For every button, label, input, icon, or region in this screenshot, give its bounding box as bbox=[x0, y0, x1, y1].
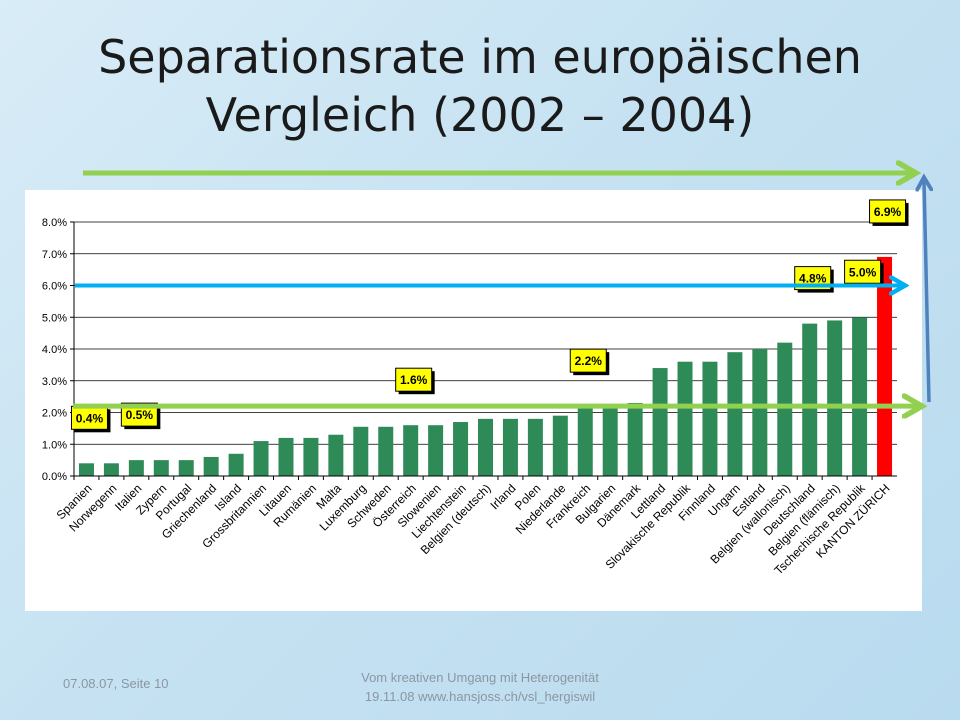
callout-label: 6.9% bbox=[874, 205, 902, 219]
bar-23 bbox=[652, 368, 668, 476]
bar-8 bbox=[278, 437, 294, 476]
footer-event: Vom kreativen Umgang mit Heterogenität 1… bbox=[330, 668, 630, 706]
bar-24 bbox=[677, 361, 693, 476]
bar-2 bbox=[128, 460, 144, 476]
footer-date-page: 07.08.07, Seite 10 bbox=[63, 676, 169, 691]
bar-17 bbox=[502, 418, 518, 476]
bar-18 bbox=[527, 418, 543, 476]
bar-5 bbox=[203, 456, 219, 476]
bar-0 bbox=[78, 463, 94, 476]
bar-9 bbox=[303, 437, 319, 476]
bar-25 bbox=[702, 361, 718, 476]
bar-29 bbox=[802, 323, 818, 476]
y-tick-label: 3.0% bbox=[42, 376, 67, 388]
value-callout bbox=[844, 259, 882, 284]
vertical-range-arrow bbox=[924, 180, 929, 403]
y-tick-label: 7.0% bbox=[42, 249, 67, 261]
bar-21 bbox=[602, 406, 618, 476]
footer-event-line2: 19.11.08 www.hansjoss.ch/vsl_hergiswil bbox=[364, 689, 596, 704]
bar-7 bbox=[253, 441, 269, 476]
y-tick-label: 4.0% bbox=[42, 344, 67, 356]
value-callout bbox=[869, 199, 907, 224]
bar-26 bbox=[727, 352, 743, 476]
bar-6 bbox=[228, 453, 244, 476]
bar-30 bbox=[827, 320, 843, 476]
callout-label: 1.6% bbox=[400, 373, 428, 387]
bar-31 bbox=[852, 317, 868, 476]
value-callout bbox=[120, 402, 158, 427]
bar-13 bbox=[403, 425, 419, 476]
slide-title: Separationsrate im europäischen Vergleic… bbox=[0, 28, 960, 144]
bar-27 bbox=[752, 349, 768, 476]
footer-event-line1: Vom kreativen Umgang mit Heterogenität bbox=[361, 670, 599, 685]
bar-19 bbox=[552, 415, 568, 476]
y-tick-label: 1.0% bbox=[42, 439, 67, 451]
callout-label: 5.0% bbox=[849, 265, 877, 279]
slide-title-line2: Vergleich (2002 – 2004) bbox=[205, 88, 755, 142]
y-tick-label: 2.0% bbox=[42, 408, 67, 420]
bar-12 bbox=[378, 426, 394, 476]
bar-32 bbox=[877, 256, 893, 476]
callout-label: 2.2% bbox=[575, 354, 603, 368]
x-tick-label: Irland bbox=[487, 481, 518, 512]
bar-3 bbox=[153, 460, 169, 476]
y-tick-label: 6.0% bbox=[42, 281, 67, 293]
value-callout bbox=[569, 348, 607, 373]
value-callout bbox=[395, 367, 433, 392]
bar-4 bbox=[178, 460, 194, 476]
bar-chart: 0.0%1.0%2.0%3.0%4.0%5.0%6.0%7.0%8.0%Span… bbox=[42, 199, 909, 577]
bar-28 bbox=[777, 342, 793, 476]
chart-panel: 0.0% 1.0% 2.0% 3.0% 4.0% 5.0% 6.0% 7.0% 8.0% Span… bbox=[25, 190, 922, 611]
bar-22 bbox=[627, 402, 643, 476]
y-tick-label: 8.0% bbox=[42, 217, 67, 229]
callout-label: 0.5% bbox=[126, 408, 154, 422]
bar-15 bbox=[453, 422, 469, 476]
bar-11 bbox=[353, 426, 369, 476]
y-tick-label: 0.0% bbox=[42, 471, 67, 483]
bar-1 bbox=[103, 463, 119, 476]
callout-label: 0.4% bbox=[76, 411, 104, 425]
slide-title-line1: Separationsrate im europäischen bbox=[98, 30, 862, 84]
callout-label: 4.8% bbox=[799, 272, 827, 286]
bar-16 bbox=[478, 418, 493, 476]
y-tick-label: 5.0% bbox=[42, 312, 67, 324]
bar-10 bbox=[328, 434, 344, 476]
bar-20 bbox=[577, 406, 593, 476]
bar-14 bbox=[428, 425, 444, 476]
